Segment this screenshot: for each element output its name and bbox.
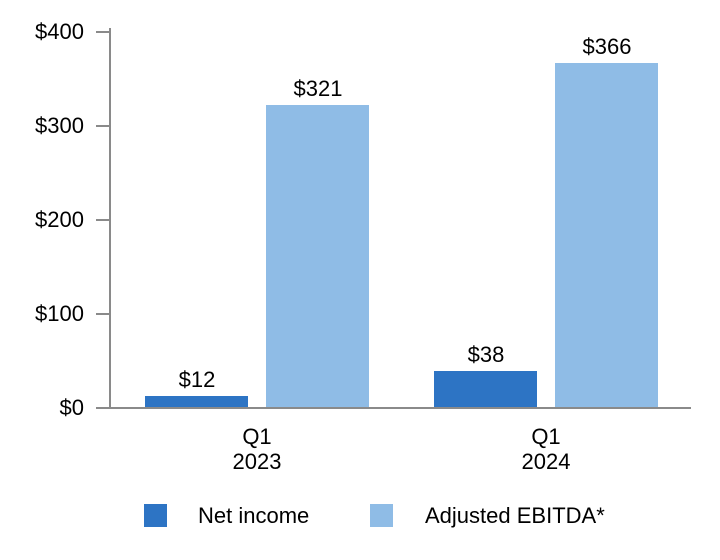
bar-value-label: $12 [178,367,216,392]
x-category-line: 2023 [232,449,282,474]
x-category-line: Q1 [531,424,561,449]
bar-value-label: $321 [293,76,343,101]
legend: Net income Adjusted EBITDA* [0,0,720,528]
legend-label-net-income: Net income [198,503,310,528]
bar-adjusted-ebitda--1 [266,105,369,407]
y-tick-mark [96,125,110,127]
legend-label-adjusted-ebitda: Adjusted EBITDA* [425,503,605,528]
y-tick-label: $200 [35,207,84,232]
y-tick-mark [96,31,110,33]
x-category-line: 2024 [521,449,571,474]
legend-swatch-net-income [144,504,167,527]
bar-net-income-1 [145,396,248,407]
x-category-label: Q1 2024 [486,424,606,474]
y-tick-mark [96,219,110,221]
y-tick-mark [96,313,110,315]
x-category-label: Q1 2023 [197,424,317,474]
x-category-line: Q1 [242,424,272,449]
bar-value-label: $38 [467,342,505,367]
y-tick-label: $400 [35,19,84,44]
bar-adjusted-ebitda--2 [555,63,658,407]
y-tick-label: $0 [59,395,84,420]
legend-swatch-adjusted-ebitda [370,504,393,527]
y-tick-label: $300 [35,113,84,138]
bar-net-income-2 [434,371,537,407]
y-tick-label: $100 [35,301,84,326]
bar-value-label: $366 [582,34,632,59]
x-axis-line [96,407,691,409]
y-axis-line [109,28,111,409]
